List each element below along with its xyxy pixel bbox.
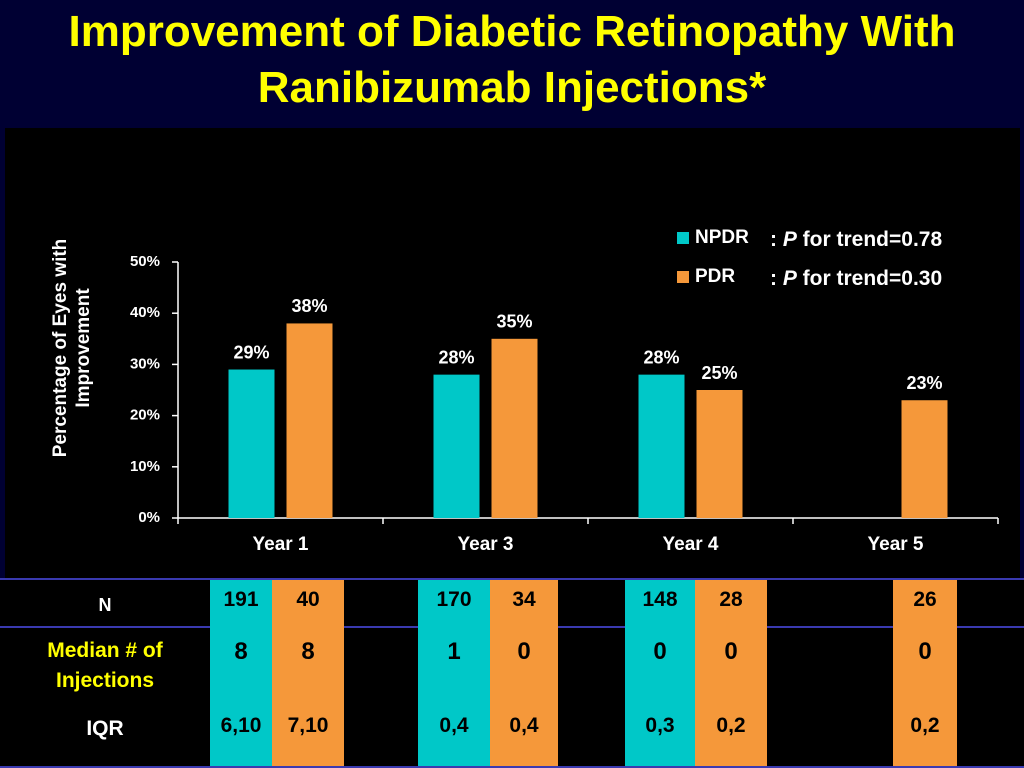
y-tick-label: 40% — [130, 304, 160, 321]
table-cell: 26 — [913, 588, 937, 611]
data-table: N 191 40 170 34 148 28 26 Median # of Injections… — [0, 578, 1024, 768]
table-cell: 8 — [301, 638, 315, 665]
legend-annotation-part: P — [783, 267, 798, 290]
x-tick-label: Year 3 — [458, 534, 514, 555]
value-label: 25% — [701, 363, 737, 383]
table-cell: 40 — [296, 588, 320, 611]
table-cell: 148 — [642, 588, 678, 611]
value-label: 23% — [906, 373, 942, 393]
table-cell: 1 — [447, 638, 461, 665]
table-cell: 191 — [223, 588, 259, 611]
y-tick-label: 20% — [130, 407, 160, 424]
table-cell: 0 — [724, 638, 738, 665]
table-cell: 0,3 — [645, 714, 675, 737]
bar — [638, 374, 685, 518]
column-fill — [418, 580, 490, 766]
table-cell: 0,4 — [509, 714, 539, 737]
slide-title: Improvement of Diabetic Retinopathy With… — [68, 7, 956, 112]
legend-annotation-part: : — [770, 228, 783, 251]
table-cell: 34 — [512, 588, 536, 611]
table-cell: 28 — [719, 588, 743, 611]
y-axis-label: Percentage of Eyes with Improvement — [50, 238, 94, 458]
column-fill — [272, 580, 344, 766]
value-label: 35% — [496, 312, 532, 332]
value-label: 38% — [291, 296, 327, 316]
legend-annotation: : P for trend=0.30 — [770, 267, 942, 290]
table-border — [0, 766, 1024, 768]
value-label: 28% — [643, 347, 679, 367]
table-cell: 0,4 — [439, 714, 469, 737]
column-fill — [490, 580, 558, 766]
column-fill — [625, 580, 695, 766]
y-tick-label: 50% — [130, 253, 160, 270]
bar — [901, 400, 948, 518]
bar — [433, 374, 480, 518]
column-fill — [893, 580, 957, 766]
row-label: Median # of Injections — [47, 639, 163, 692]
legend-swatch — [677, 232, 689, 244]
bar — [228, 369, 275, 518]
table-cell: 8 — [234, 638, 248, 665]
column-fill — [695, 580, 767, 766]
legend-annotation-part: : — [770, 267, 783, 290]
chart: 0% 10% 20% 30% 40% 50% Year 1 29% 38% Year 3 28% 35… — [130, 227, 999, 555]
table-cell: 0 — [517, 638, 531, 665]
value-label: 29% — [233, 342, 269, 362]
x-tick-label: Year 5 — [868, 534, 924, 555]
table-cell: 6,10 — [220, 714, 262, 737]
value-label: 28% — [438, 347, 474, 367]
table-cell: 170 — [436, 588, 472, 611]
table-cell: 0 — [653, 638, 667, 665]
y-tick-label: 0% — [138, 509, 160, 526]
row-label: N — [98, 595, 112, 615]
table-cell: 0,2 — [716, 714, 746, 737]
legend-annotation: : P for trend=0.78 — [770, 228, 942, 251]
legend-annotation-part: for trend=0.30 — [797, 267, 942, 290]
legend-label: PDR — [695, 266, 735, 287]
y-tick-label: 10% — [130, 458, 160, 475]
table-cell: 0,2 — [910, 714, 940, 737]
column-fill — [210, 580, 272, 766]
legend-swatch — [677, 271, 689, 283]
table-border — [0, 578, 1024, 580]
legend-annotation-part: for trend=0.78 — [797, 228, 943, 251]
table-cell: 0 — [918, 638, 932, 665]
y-tick-label: 30% — [130, 355, 160, 372]
row-label: IQR — [86, 717, 124, 740]
legend-annotation-part: P — [783, 228, 798, 251]
legend-label: NPDR — [695, 227, 749, 248]
bar — [696, 390, 743, 518]
bar — [491, 338, 538, 518]
x-tick-label: Year 1 — [253, 534, 309, 555]
table-cell: 7,10 — [287, 714, 329, 737]
x-tick-label: Year 4 — [663, 534, 719, 555]
bar — [286, 323, 333, 518]
